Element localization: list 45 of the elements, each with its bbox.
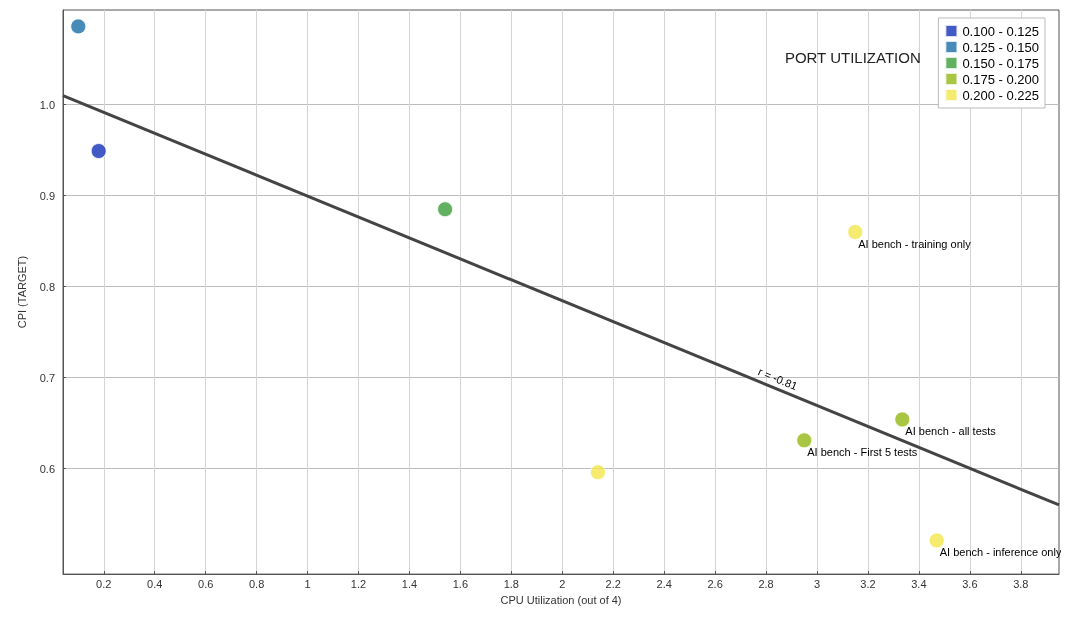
x-tick-label: 3.2 xyxy=(860,577,876,590)
y-tick-label: 0.6 xyxy=(39,462,55,475)
point xyxy=(70,18,87,35)
x-tick-label: 2.8 xyxy=(758,577,774,590)
legend-label: 0.100 - 0.125 xyxy=(962,23,1040,39)
y-tick-label: 0.9 xyxy=(39,189,55,202)
x-tick-label: 0.8 xyxy=(248,577,265,590)
x-tick-label: 3.4 xyxy=(911,577,927,590)
x-tick-label: 2.6 xyxy=(707,577,723,590)
point xyxy=(589,464,606,481)
annotation: AI bench - inference only xyxy=(939,545,1062,558)
annotation: AI bench - all tests xyxy=(905,424,997,437)
x-tick-label: 3.6 xyxy=(962,577,978,590)
x-tick-label: 1.2 xyxy=(350,577,367,590)
annotation: AI bench - training only xyxy=(858,237,972,250)
x-tick-label: 0.2 xyxy=(96,577,112,590)
y-tick-label: 0.7 xyxy=(39,371,55,384)
x-tick-label: 1.4 xyxy=(401,577,418,590)
y-axis-title: CPI (TARGET) xyxy=(15,255,28,329)
x-tick-label: 2.4 xyxy=(656,577,672,590)
x-tick-label: 1.6 xyxy=(452,577,469,590)
point xyxy=(796,432,813,449)
x-tick-label: 0.4 xyxy=(147,577,163,590)
legend-title: PORT UTILIZATION xyxy=(784,49,921,66)
annotation: AI bench - First 5 tests xyxy=(807,445,918,458)
point xyxy=(894,411,911,428)
legend-label: 0.200 - 0.225 xyxy=(962,87,1040,103)
point xyxy=(90,143,107,160)
x-tick-label: 1.8 xyxy=(503,577,519,590)
y-tick-label: 1.0 xyxy=(39,98,55,111)
y-tick-label: 0.8 xyxy=(39,280,55,293)
point xyxy=(847,224,864,240)
x-tick-label: 1 xyxy=(304,577,311,590)
x-axis-title: CPU Utilization (out of 4) xyxy=(500,593,622,606)
point xyxy=(437,201,454,218)
annotation: r = -0.81 xyxy=(756,365,800,393)
x-tick-label: 3.8 xyxy=(1013,577,1029,590)
x-tick-label: 2 xyxy=(559,577,566,590)
x-tick-label: 0.6 xyxy=(198,577,214,590)
legend-label: 0.175 - 0.200 xyxy=(962,71,1040,87)
point xyxy=(928,532,945,549)
x-tick-label: 2.2 xyxy=(605,577,621,590)
legend-label: 0.150 - 0.175 xyxy=(962,55,1040,71)
x-tick-label: 3 xyxy=(813,577,821,590)
legend-label: 0.125 - 0.150 xyxy=(962,39,1040,55)
